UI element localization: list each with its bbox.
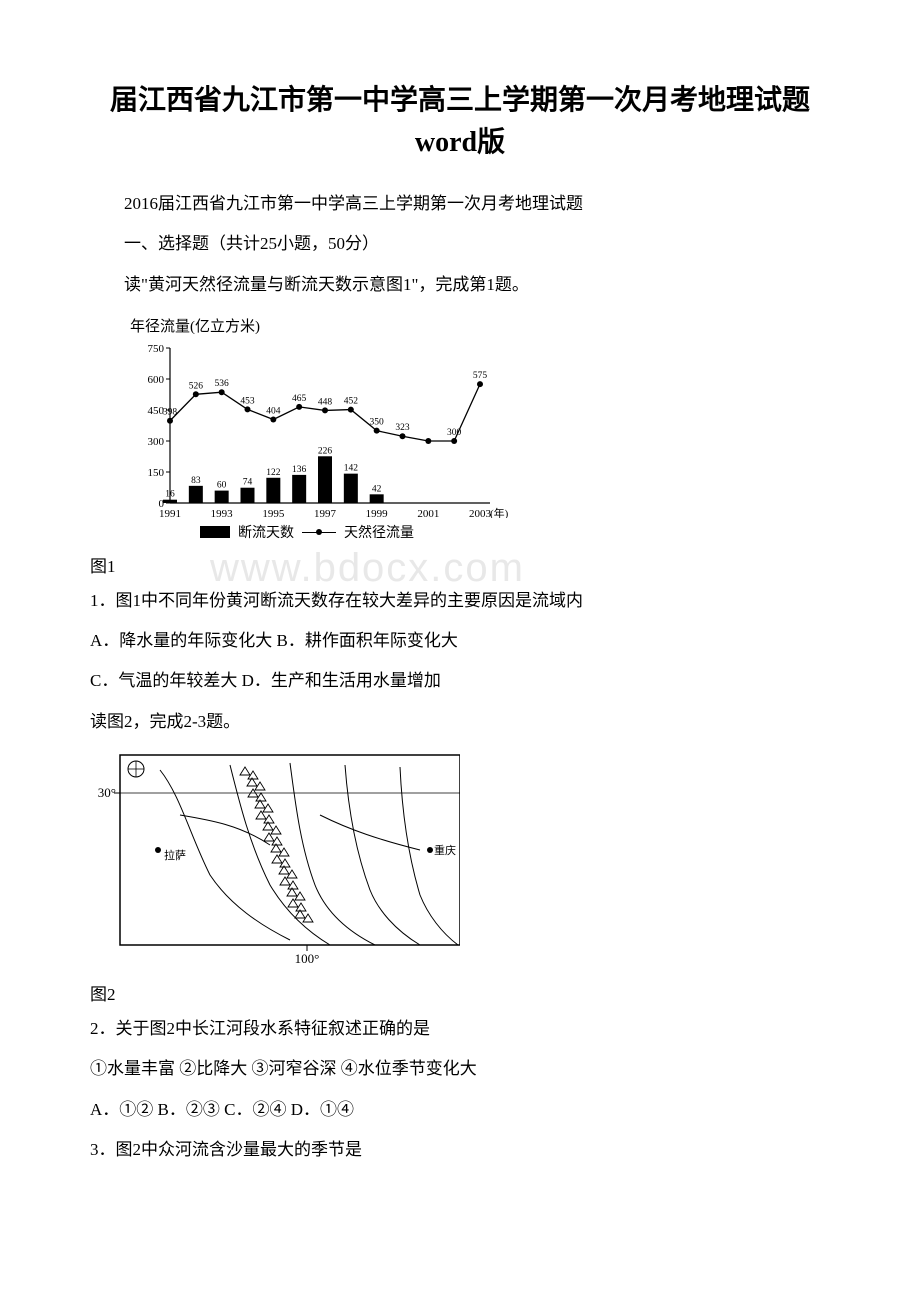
read-figure-2: 读图2，完成2-3题。 bbox=[90, 706, 830, 738]
svg-text:300: 300 bbox=[148, 436, 165, 448]
question-1-options-cd: C．气温的年较差大 D．生产和生活用水量增加 bbox=[90, 665, 830, 697]
legend-line-label: 天然径流量 bbox=[344, 522, 414, 542]
intro-para-3: 读"黄河天然径流量与断流天数示意图1"，完成第1题。 bbox=[90, 269, 830, 301]
legend-line-swatch bbox=[302, 526, 336, 538]
svg-text:16: 16 bbox=[165, 490, 175, 500]
svg-text:83: 83 bbox=[191, 476, 201, 486]
svg-text:452: 452 bbox=[344, 396, 359, 406]
svg-text:323: 323 bbox=[395, 423, 410, 433]
svg-text:(年): (年) bbox=[490, 506, 509, 518]
question-1: 1．图1中不同年份黄河断流天数存在较大差异的主要原因是流域内 bbox=[90, 585, 830, 617]
svg-text:1995: 1995 bbox=[262, 508, 285, 518]
svg-text:136: 136 bbox=[292, 465, 307, 475]
svg-text:526: 526 bbox=[189, 381, 204, 391]
chart-1-container: 年径流量(亿立方米) 01503004506007501991199319951… bbox=[130, 315, 830, 542]
doc-title-line2: word版 bbox=[90, 122, 830, 164]
svg-text:536: 536 bbox=[215, 379, 230, 389]
svg-text:226: 226 bbox=[318, 446, 333, 456]
svg-text:465: 465 bbox=[292, 394, 307, 404]
question-2-statements: ①水量丰富 ②比降大 ③河窄谷深 ④水位季节变化大 bbox=[90, 1053, 830, 1085]
svg-text:300: 300 bbox=[447, 428, 462, 438]
svg-text:42: 42 bbox=[372, 484, 382, 494]
legend-bar-swatch bbox=[200, 526, 230, 538]
intro-para-2: 一、选择题（共计25小题，50分） bbox=[90, 228, 830, 260]
figure-2-label: 图2 bbox=[90, 980, 830, 1005]
svg-text:575: 575 bbox=[473, 371, 488, 381]
question-1-options-ab: A．降水量的年际变化大 B．耕作面积年际变化大 bbox=[90, 625, 830, 657]
svg-text:142: 142 bbox=[344, 464, 359, 474]
map-figure-2-container: 30° 100° 拉萨 重庆 bbox=[90, 750, 830, 970]
chart-1-y-axis-label: 年径流量(亿立方米) bbox=[130, 315, 830, 336]
question-3: 3．图2中众河流含沙量最大的季节是 bbox=[90, 1134, 830, 1166]
svg-text:拉萨: 拉萨 bbox=[164, 848, 186, 862]
svg-text:2001: 2001 bbox=[417, 508, 439, 518]
svg-text:453: 453 bbox=[240, 396, 255, 406]
svg-text:1991: 1991 bbox=[159, 508, 181, 518]
svg-text:750: 750 bbox=[148, 343, 165, 355]
figure-1-label: 图1 bbox=[90, 552, 830, 577]
svg-text:30°: 30° bbox=[98, 785, 116, 800]
chart-1-svg: 0150300450600750199119931995199719992001… bbox=[130, 338, 510, 518]
svg-text:350: 350 bbox=[370, 418, 385, 428]
svg-text:448: 448 bbox=[318, 397, 333, 407]
svg-text:60: 60 bbox=[217, 480, 227, 490]
chart-1-legend: 断流天数 天然径流量 bbox=[200, 522, 830, 542]
svg-text:重庆: 重庆 bbox=[434, 843, 456, 857]
svg-text:398: 398 bbox=[163, 408, 178, 418]
intro-para-1: 2016届江西省九江市第一中学高三上学期第一次月考地理试题 bbox=[90, 188, 830, 220]
svg-text:600: 600 bbox=[148, 374, 165, 386]
question-2-choices: A．①② B．②③ C．②④ D．①④ bbox=[90, 1094, 830, 1126]
svg-text:100°: 100° bbox=[295, 951, 320, 965]
legend-bar-label: 断流天数 bbox=[238, 522, 294, 542]
svg-text:74: 74 bbox=[243, 478, 253, 488]
svg-text:2003: 2003 bbox=[469, 508, 492, 518]
svg-text:1999: 1999 bbox=[366, 508, 389, 518]
doc-title-line1: 届江西省九江市第一中学高三上学期第一次月考地理试题 bbox=[90, 80, 830, 122]
map-figure-2-svg: 30° 100° 拉萨 重庆 bbox=[90, 750, 460, 965]
svg-text:1993: 1993 bbox=[211, 508, 234, 518]
svg-text:1997: 1997 bbox=[314, 508, 337, 518]
svg-text:122: 122 bbox=[266, 468, 281, 478]
svg-text:404: 404 bbox=[266, 406, 281, 416]
svg-text:150: 150 bbox=[148, 467, 165, 479]
question-2: 2．关于图2中长江河段水系特征叙述正确的是 bbox=[90, 1013, 830, 1045]
